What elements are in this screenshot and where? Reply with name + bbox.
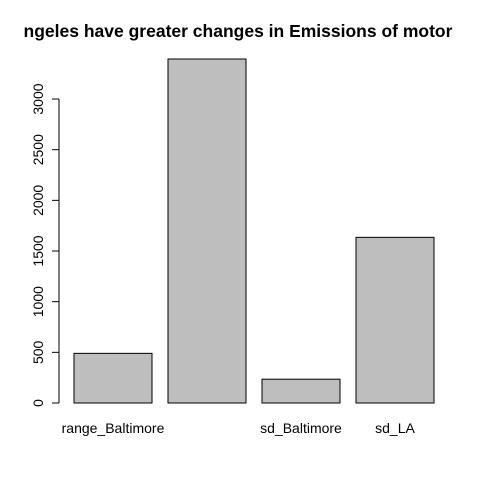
x-category-label: sd_Baltimore [260,420,342,436]
bar [167,58,247,404]
chart-title: ngeles have greater changes in Emissions… [24,21,453,41]
x-category-label: range_Baltimore [62,420,165,436]
y-axis: 0 500 1000 1500 2000 2500 3000 [30,83,60,407]
bar [355,236,435,404]
x-axis-labels: range_Baltimore sd_Baltimore sd_LA [62,420,416,436]
y-tick-label: 0 [30,399,46,407]
y-tick-label: 2000 [30,185,46,216]
y-tick-label: 2500 [30,134,46,165]
y-tick-label: 500 [30,340,46,364]
y-tick-label: 1000 [30,286,46,317]
y-tick-label: 1500 [30,235,46,266]
bars [73,58,435,404]
x-category-label: sd_LA [375,420,415,436]
y-tick-label: 3000 [30,83,46,114]
bar [73,352,153,404]
bar [261,378,341,404]
